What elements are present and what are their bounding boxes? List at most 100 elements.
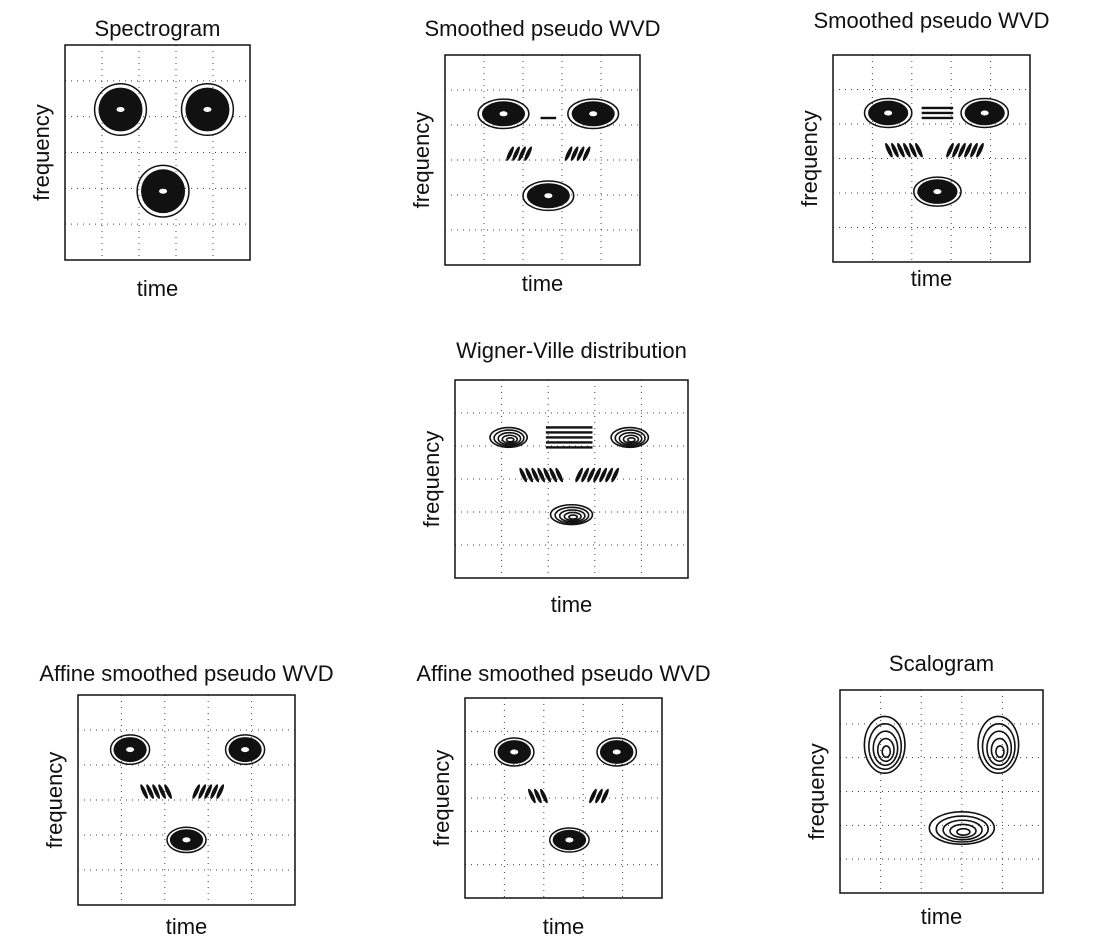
interference — [506, 146, 514, 161]
panel: Smoothed pseudo WVD time frequency — [797, 8, 1050, 291]
contour — [956, 827, 971, 836]
interference — [599, 467, 607, 483]
y-label: frequency — [804, 743, 829, 840]
contour-peak — [565, 837, 574, 843]
interference — [524, 146, 532, 161]
contour — [995, 745, 1005, 759]
interference — [921, 106, 954, 110]
contour — [881, 745, 892, 759]
interference — [528, 788, 536, 804]
x-label: time — [137, 276, 179, 301]
contour — [136, 164, 190, 218]
contour-peak — [933, 189, 942, 195]
interference — [210, 784, 219, 799]
contour — [622, 434, 640, 444]
plot-frame — [444, 54, 641, 266]
y-label: frequency — [419, 431, 444, 528]
contour — [522, 180, 575, 212]
contour — [501, 434, 519, 444]
interference — [570, 146, 579, 161]
panel-title: Smoothed pseudo WVD — [813, 8, 1049, 33]
contour-peak — [510, 749, 519, 755]
contour — [505, 437, 515, 443]
contour — [928, 810, 996, 846]
interference — [903, 142, 911, 158]
plot-frame — [832, 54, 1031, 263]
interference — [545, 446, 593, 449]
contour-peak — [980, 110, 989, 116]
interference — [204, 784, 213, 799]
contour — [977, 715, 1020, 775]
plot-frame — [839, 689, 1044, 894]
panel: Spectrogram time frequency — [29, 16, 251, 301]
interference — [605, 467, 613, 483]
contour-peak — [612, 749, 621, 755]
plot-frame — [64, 44, 251, 261]
panel-title: Affine smoothed pseudo WVD — [416, 661, 710, 686]
interference — [545, 431, 593, 434]
plot-frame — [454, 379, 689, 579]
x-label: time — [911, 266, 953, 291]
interference — [576, 146, 585, 161]
interference — [537, 467, 546, 483]
interference — [512, 146, 520, 161]
x-label: time — [551, 592, 593, 617]
contour — [109, 734, 151, 766]
x-label: time — [921, 904, 963, 929]
panel-title: Wigner-Ville distribution — [456, 338, 687, 363]
contour-peak — [241, 747, 250, 753]
contour — [614, 429, 646, 447]
interference — [891, 142, 899, 158]
plot-frame — [77, 694, 296, 906]
contour — [166, 826, 207, 854]
interference — [525, 467, 534, 483]
panel-title: Smoothed pseudo WVD — [424, 16, 660, 41]
interference — [915, 142, 923, 158]
contour — [180, 82, 235, 137]
contour-peak — [544, 193, 553, 199]
contour — [960, 97, 1010, 129]
contour-peak — [884, 110, 893, 116]
panel-title: Affine smoothed pseudo WVD — [39, 661, 333, 686]
interference — [540, 788, 548, 804]
contour — [563, 511, 582, 522]
contour — [913, 176, 962, 207]
interference — [564, 146, 573, 161]
interference — [146, 784, 154, 799]
contour-peak — [589, 111, 598, 117]
interference — [921, 116, 954, 120]
interference — [970, 142, 978, 158]
contour — [554, 506, 590, 524]
interference — [140, 784, 148, 799]
interference — [540, 116, 557, 120]
contour — [986, 730, 1013, 767]
contour — [568, 514, 579, 520]
x-label: time — [166, 914, 208, 939]
interference — [952, 142, 960, 158]
y-label: frequency — [42, 752, 67, 849]
panel-title: Spectrogram — [95, 16, 221, 41]
interference — [964, 142, 972, 158]
interference — [581, 467, 589, 483]
interference — [518, 146, 526, 161]
x-label: time — [522, 271, 564, 296]
interference — [593, 467, 601, 483]
contour — [548, 827, 590, 853]
interference — [519, 467, 528, 483]
interference — [164, 784, 172, 799]
contour — [567, 98, 620, 130]
contour — [497, 431, 522, 446]
contour — [872, 730, 899, 767]
panel: Affine smoothed pseudo WVD time frequency — [416, 661, 710, 939]
contour — [942, 819, 983, 841]
contour-peak — [203, 107, 212, 112]
contour — [868, 722, 903, 771]
interference — [216, 784, 225, 799]
x-label: time — [543, 914, 585, 939]
contour — [493, 429, 525, 447]
interference — [589, 788, 597, 804]
interference — [601, 788, 609, 804]
interference — [192, 784, 201, 799]
contour — [489, 426, 529, 449]
